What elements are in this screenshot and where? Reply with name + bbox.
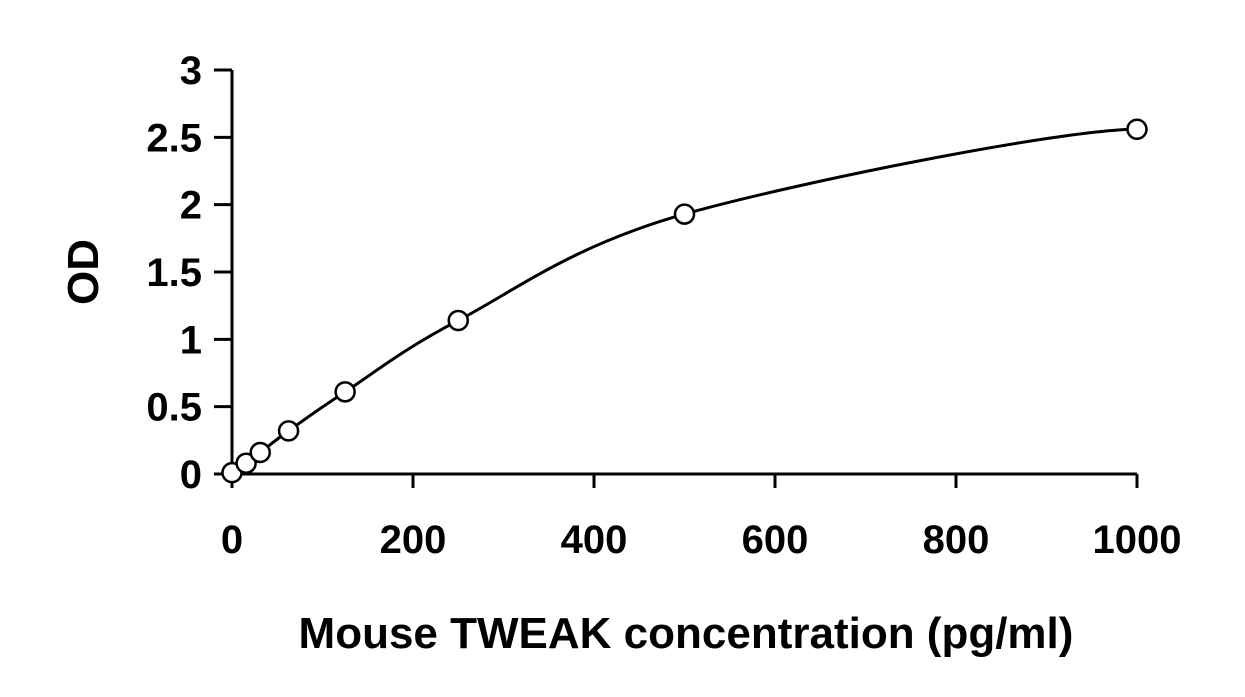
y-tick-label: 0 bbox=[180, 453, 202, 497]
x-tick-label: 200 bbox=[380, 518, 447, 562]
y-tick-label: 1.5 bbox=[146, 251, 202, 295]
x-tick-label: 1000 bbox=[1093, 518, 1182, 562]
data-point bbox=[1126, 118, 1148, 141]
data-points bbox=[221, 118, 1148, 484]
y-tick-label: 0.5 bbox=[146, 386, 202, 430]
y-tick-label: 1 bbox=[180, 318, 202, 362]
data-point bbox=[235, 452, 257, 474]
x-tick-label: 0 bbox=[221, 518, 243, 562]
data-point bbox=[447, 309, 469, 332]
fit-curve bbox=[231, 127, 1138, 474]
x-tick-label: 600 bbox=[742, 518, 809, 562]
x-ticks: 0 200 400 600 800 1000 bbox=[221, 474, 1182, 562]
axes bbox=[230, 70, 1137, 476]
data-point bbox=[673, 203, 696, 225]
y-tick-label: 2 bbox=[180, 184, 202, 228]
y-tick-label: 2.5 bbox=[146, 116, 202, 160]
y-axis-title: OD bbox=[59, 239, 108, 305]
x-axis-title: Mouse TWEAK concentration (pg/ml) bbox=[299, 609, 1074, 658]
x-tick-label: 400 bbox=[561, 518, 628, 562]
data-point bbox=[249, 441, 271, 464]
data-point bbox=[277, 420, 300, 442]
x-tick-label: 800 bbox=[923, 518, 990, 562]
y-ticks: 0 0.5 1 1.5 2 2.5 3 bbox=[146, 49, 232, 497]
data-point bbox=[334, 381, 356, 403]
y-tick-label: 3 bbox=[180, 49, 202, 93]
